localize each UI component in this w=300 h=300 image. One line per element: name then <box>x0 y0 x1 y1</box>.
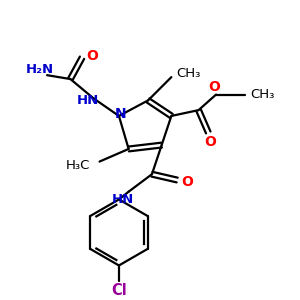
Text: CH₃: CH₃ <box>250 88 275 101</box>
Text: O: O <box>208 80 220 94</box>
Text: N: N <box>115 107 127 121</box>
Text: HN: HN <box>112 193 134 206</box>
Text: O: O <box>204 135 216 149</box>
Text: O: O <box>181 175 193 189</box>
Text: O: O <box>86 49 98 63</box>
Text: HN: HN <box>77 94 99 107</box>
Text: Cl: Cl <box>111 283 127 298</box>
Text: CH₃: CH₃ <box>177 67 201 80</box>
Text: H₂N: H₂N <box>25 63 53 76</box>
Text: H₃C: H₃C <box>66 159 90 172</box>
